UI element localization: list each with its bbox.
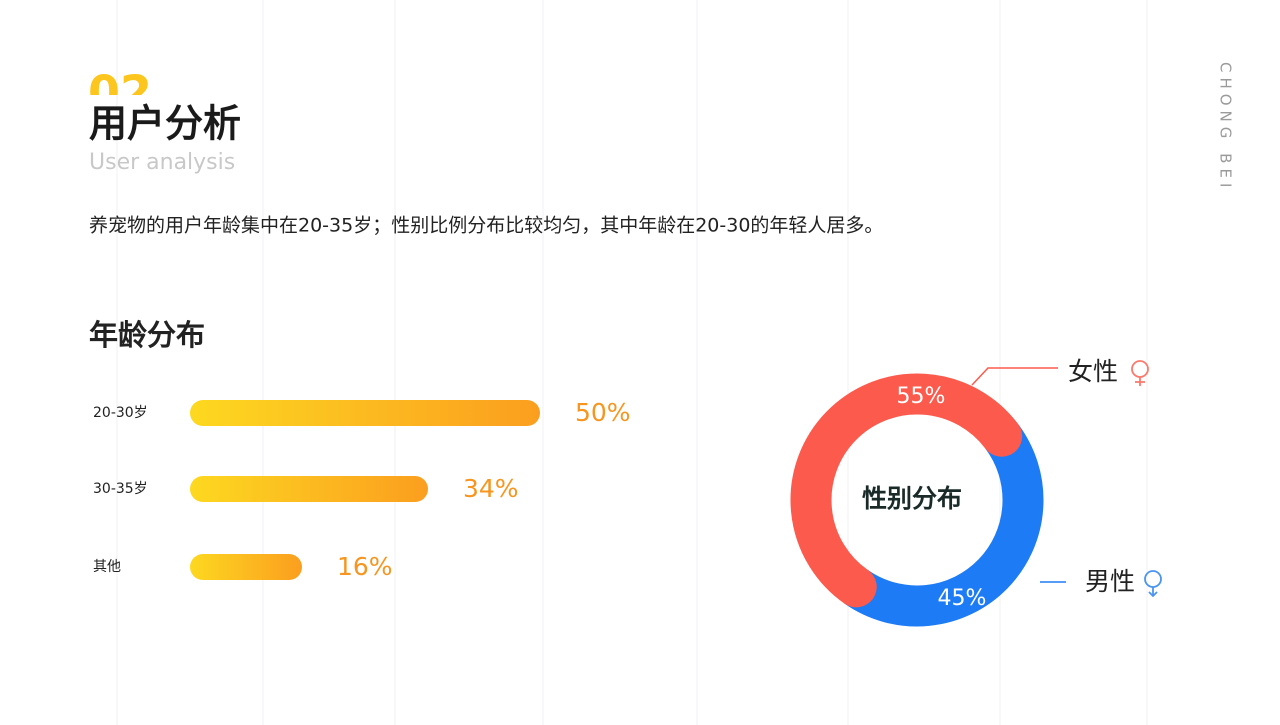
brand: CHONG BEI bbox=[1217, 62, 1235, 192]
bar bbox=[190, 400, 540, 426]
value-label: 55% bbox=[897, 384, 946, 409]
section-number: 02 bbox=[88, 66, 152, 120]
bar-chart-title: 年龄分布 bbox=[89, 318, 205, 352]
bar bbox=[190, 476, 428, 502]
category-label: 30-35岁 bbox=[93, 481, 148, 497]
value-label: 34% bbox=[463, 474, 519, 503]
category-label: 20-30岁 bbox=[93, 405, 148, 421]
donut-segment bbox=[790, 373, 1023, 608]
value-label: 50% bbox=[575, 398, 631, 427]
value-label: 45% bbox=[938, 586, 987, 611]
background-grid bbox=[116, 0, 1148, 725]
section-subtitle: User analysis bbox=[89, 150, 235, 175]
leader-line bbox=[971, 367, 1058, 386]
legend-label: 女性 bbox=[1068, 357, 1118, 386]
value-label: 16% bbox=[337, 552, 393, 581]
donut-segment bbox=[844, 423, 1044, 627]
donut-center-title: 性别分布 bbox=[862, 484, 962, 513]
bar bbox=[190, 554, 302, 580]
gender-icons bbox=[1131, 360, 1162, 598]
legend-label: 男性 bbox=[1085, 567, 1135, 596]
description: 养宠物的用户年龄集中在20-35岁；性别比例分布比较均匀，其中年龄在20-30的… bbox=[89, 215, 883, 237]
category-label: 其他 bbox=[93, 559, 121, 575]
section-title: 用户分析 bbox=[89, 102, 241, 146]
